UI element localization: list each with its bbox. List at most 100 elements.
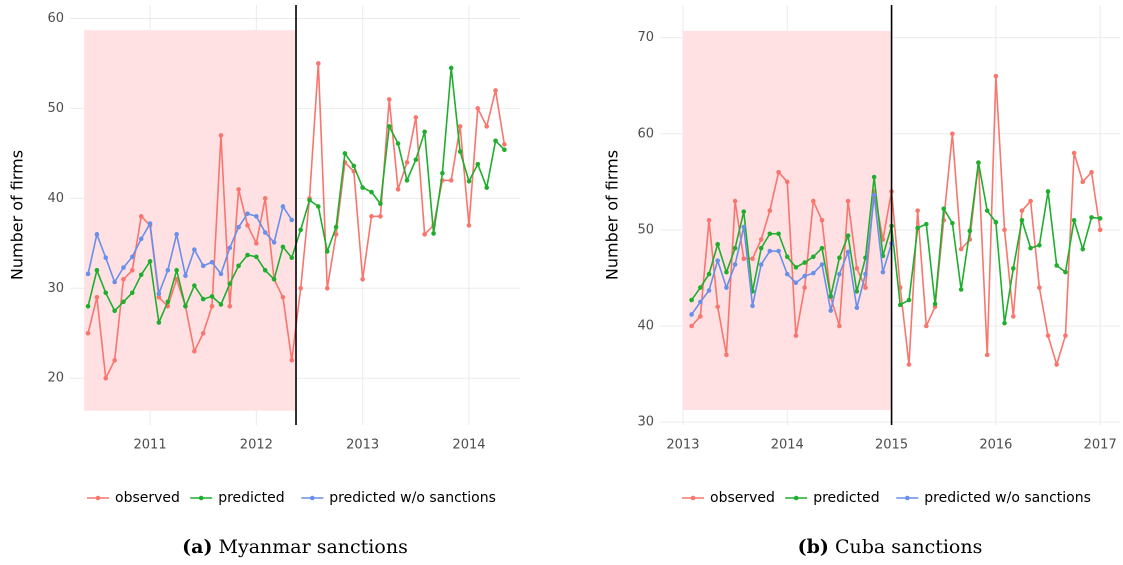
data-point xyxy=(200,330,206,336)
data-point xyxy=(819,217,825,223)
data-point xyxy=(811,270,816,276)
data-point xyxy=(689,297,694,303)
data-point xyxy=(819,245,825,251)
data-point xyxy=(138,272,144,278)
data-point xyxy=(440,170,445,176)
legend-swatch xyxy=(905,495,910,501)
data-point xyxy=(280,294,286,300)
y-tick-label: 30 xyxy=(47,281,64,296)
data-point xyxy=(845,233,851,238)
data-point xyxy=(776,231,781,237)
data-point xyxy=(776,248,781,254)
data-point xyxy=(784,179,790,185)
data-point xyxy=(192,348,197,354)
data-point xyxy=(1010,314,1016,319)
x-tick-label: 2015 xyxy=(875,438,908,453)
data-point xyxy=(871,192,877,198)
data-point xyxy=(923,323,929,329)
data-point xyxy=(906,297,912,303)
data-point xyxy=(360,277,365,282)
data-point xyxy=(262,268,268,273)
data-point xyxy=(316,61,321,66)
data-point xyxy=(466,178,472,184)
data-point xyxy=(324,285,330,291)
data-point xyxy=(1028,245,1033,251)
data-point xyxy=(732,262,738,267)
panel: 20 30 40 50 60 2011 2012 2013 2014 Number of firm… xyxy=(8,5,520,558)
data-point xyxy=(218,271,224,277)
data-point xyxy=(121,265,126,270)
y-tick-label: 40 xyxy=(637,319,654,334)
data-point xyxy=(958,287,964,292)
data-point xyxy=(174,232,179,237)
data-point xyxy=(378,201,383,207)
data-point xyxy=(811,254,816,260)
data-point xyxy=(404,178,410,183)
data-point xyxy=(254,214,259,219)
data-point xyxy=(706,271,712,277)
data-point xyxy=(1089,169,1094,175)
data-point xyxy=(732,245,738,251)
data-point xyxy=(845,198,851,204)
data-point xyxy=(94,294,100,300)
data-point xyxy=(165,299,171,305)
data-point xyxy=(236,224,241,230)
data-point xyxy=(802,260,807,265)
data-point xyxy=(129,290,135,296)
data-point xyxy=(967,228,973,234)
caption-text: Cuba sanctions xyxy=(835,536,982,558)
data-point xyxy=(395,187,401,192)
data-point xyxy=(758,237,764,242)
data-point xyxy=(307,197,312,203)
data-point xyxy=(750,303,755,309)
data-point xyxy=(298,285,303,291)
panel: 30 40 50 60 70 2013 2014 2015 2016 2017 Number of … xyxy=(603,5,1120,558)
data-point xyxy=(828,293,834,299)
data-point xyxy=(395,141,401,146)
data-point xyxy=(138,236,144,242)
data-point xyxy=(493,138,498,144)
data-point xyxy=(324,249,330,254)
data-point xyxy=(1097,216,1103,221)
series-line xyxy=(690,195,893,315)
data-point xyxy=(209,303,215,309)
data-point xyxy=(1071,217,1077,223)
data-point xyxy=(1045,333,1051,338)
data-point xyxy=(218,302,224,307)
data-point xyxy=(854,266,860,271)
data-point xyxy=(200,296,206,302)
data-point xyxy=(1045,189,1051,194)
data-point xyxy=(129,254,135,260)
data-point xyxy=(174,268,179,273)
data-point xyxy=(165,268,171,273)
data-point xyxy=(156,320,162,325)
caption-label: (a) xyxy=(182,536,212,558)
data-point xyxy=(271,277,277,282)
data-point xyxy=(698,285,703,290)
data-point xyxy=(183,303,188,309)
data-point xyxy=(706,288,712,293)
data-point xyxy=(271,240,277,245)
data-point xyxy=(103,255,109,261)
y-axis-title: Number of firms xyxy=(603,150,622,280)
data-point xyxy=(811,198,816,204)
data-point xyxy=(845,249,851,255)
data-point xyxy=(715,242,720,247)
data-point xyxy=(360,185,365,190)
legend-label: observed xyxy=(115,490,180,506)
data-point xyxy=(941,206,947,212)
data-point xyxy=(837,323,842,329)
data-point xyxy=(1054,263,1059,268)
data-point xyxy=(750,256,755,262)
data-point xyxy=(351,163,357,169)
data-point xyxy=(984,352,990,358)
data-point xyxy=(758,245,764,251)
data-point xyxy=(280,204,286,209)
legend-label: observed xyxy=(710,490,775,506)
data-point xyxy=(457,124,463,129)
data-point xyxy=(466,223,472,228)
data-point xyxy=(289,255,295,261)
data-point xyxy=(958,246,964,252)
caption-label: (b) xyxy=(798,536,829,558)
